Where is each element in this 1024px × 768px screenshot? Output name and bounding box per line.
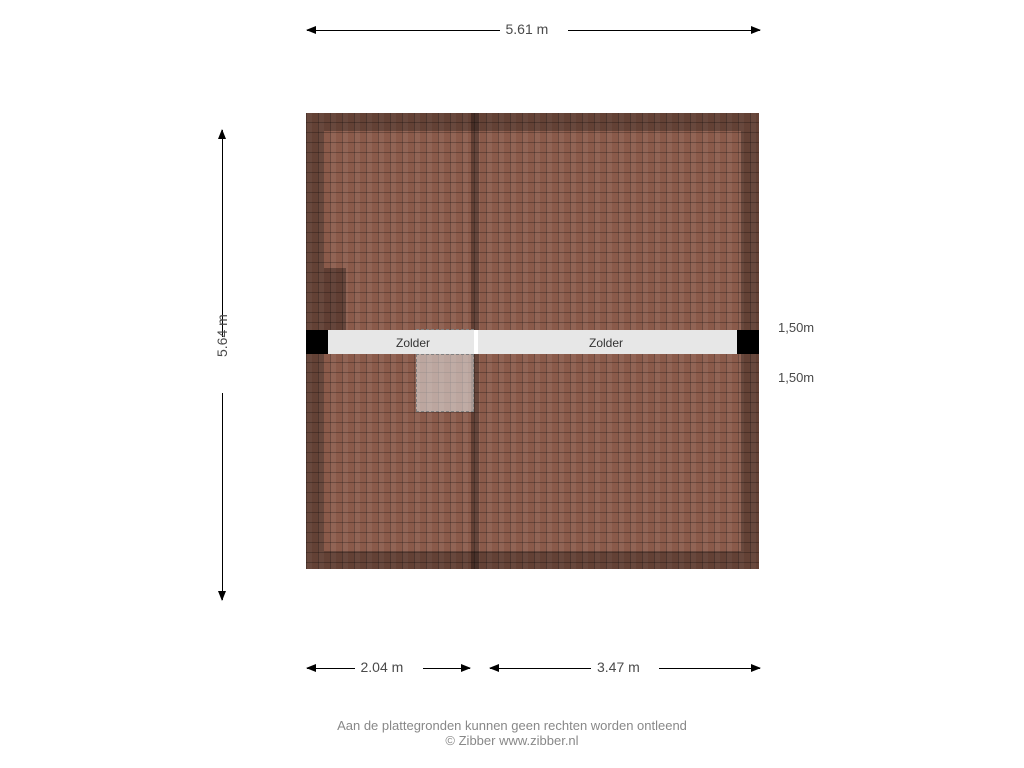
roof-block: Zolder Zolder — [306, 113, 759, 569]
room-label-left: Zolder — [396, 336, 430, 350]
dark-wall-segment — [324, 268, 346, 330]
hatch-top-dash — [416, 329, 474, 330]
footer-line1: Aan de plattegronden kunnen geen rechten… — [0, 718, 1024, 733]
footer-disclaimer: Aan de plattegronden kunnen geen rechten… — [0, 718, 1024, 748]
height-note-bottom: 1,50m — [778, 370, 814, 385]
attic-band: Zolder Zolder — [306, 330, 759, 354]
dimension-bottom-left-label: 2.04 m — [361, 659, 404, 675]
room-label-right: Zolder — [589, 336, 623, 350]
dimension-left-label: 5.64 m — [214, 314, 230, 357]
footer-line2: © Zibber www.zibber.nl — [0, 733, 1024, 748]
chimney-right — [737, 330, 759, 354]
height-note-top: 1,50m — [778, 320, 814, 335]
stair-hatch — [416, 354, 474, 412]
dimension-top-label: 5.61 m — [506, 21, 549, 37]
dimension-bottom-right-label: 3.47 m — [597, 659, 640, 675]
floor-plan-stage: Zolder Zolder 5.61 m 5.64 m 2.0 — [0, 0, 1024, 768]
chimney-left — [306, 330, 328, 354]
door-gap — [474, 330, 478, 354]
